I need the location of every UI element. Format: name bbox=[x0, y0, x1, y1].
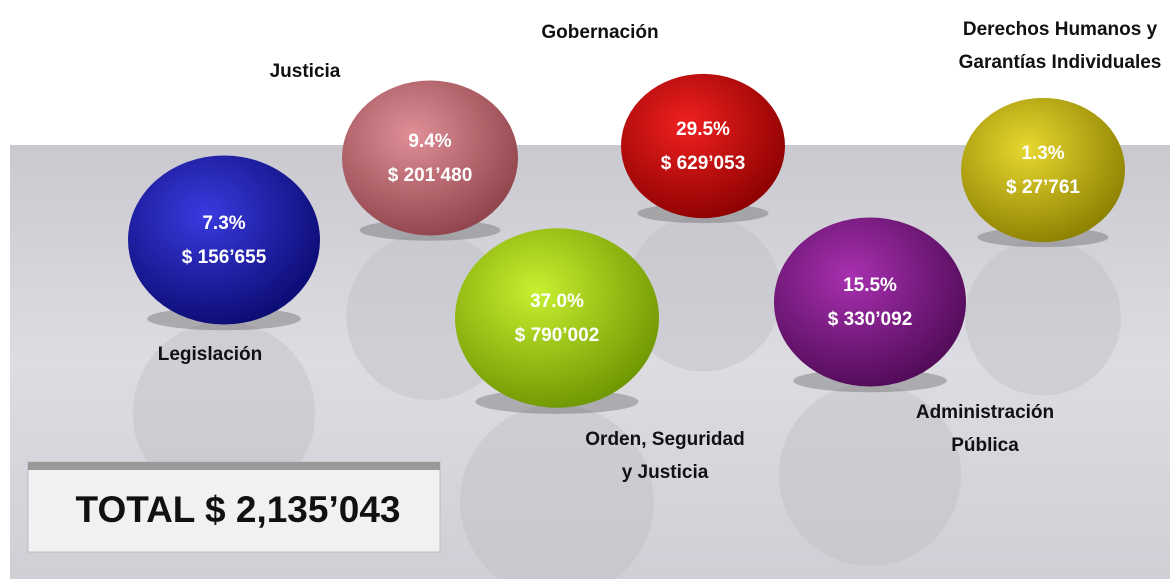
amount: $ 27’761 bbox=[1006, 177, 1080, 198]
label: Justicia bbox=[270, 61, 341, 82]
label: Administración bbox=[916, 402, 1054, 423]
sphere bbox=[621, 74, 785, 218]
label: Orden, Seguridad bbox=[585, 429, 744, 450]
amount: $ 156’655 bbox=[182, 247, 267, 268]
amount: $ 201’480 bbox=[388, 165, 473, 186]
sphere bbox=[128, 156, 320, 325]
label: Gobernación bbox=[541, 22, 658, 43]
percent: 15.5% bbox=[843, 275, 897, 296]
label: Pública bbox=[951, 435, 1019, 456]
sphere bbox=[961, 98, 1125, 242]
sphere bbox=[774, 218, 966, 387]
amount: $ 330’092 bbox=[828, 309, 913, 330]
amount: $ 629’053 bbox=[661, 153, 746, 174]
label: Derechos Humanos y bbox=[963, 19, 1158, 40]
percent: 9.4% bbox=[408, 131, 451, 152]
percent: 37.0% bbox=[530, 291, 584, 312]
label: Legislación bbox=[158, 344, 263, 365]
percent: 1.3% bbox=[1021, 143, 1064, 164]
amount: $ 790’002 bbox=[515, 325, 600, 346]
percent: 29.5% bbox=[676, 119, 730, 140]
percent: 7.3% bbox=[202, 213, 245, 234]
total-box-edge bbox=[28, 462, 440, 470]
label: y Justicia bbox=[622, 462, 709, 483]
infographic: 7.3% $ 156’655 Legislación 9.4% $ 201’480 Jus… bbox=[0, 0, 1170, 579]
label: Garantías Individuales bbox=[959, 52, 1162, 73]
page: {"items": [ {"label": ["Legislación"], "… bbox=[0, 0, 1170, 579]
total: TOTAL $ 2,135’043 bbox=[76, 489, 401, 530]
sphere bbox=[455, 228, 659, 408]
reflection bbox=[965, 240, 1121, 396]
sphere bbox=[342, 81, 518, 236]
